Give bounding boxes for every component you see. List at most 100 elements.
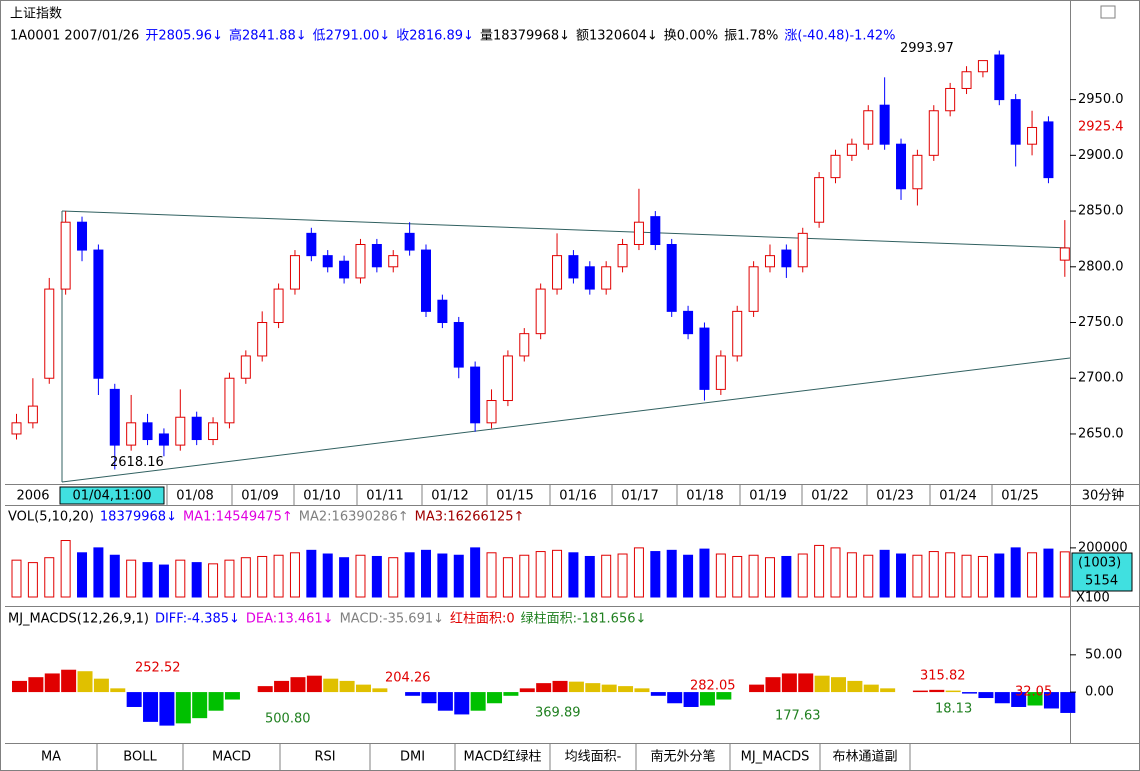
tab[interactable]: MJ_MACDS	[741, 750, 810, 765]
macd-bar	[634, 688, 650, 693]
tab[interactable]: MA	[41, 750, 61, 765]
x-tick-label: 01/15	[496, 489, 533, 504]
x-tick-label: 01/12	[431, 489, 468, 504]
vol-box	[1071, 552, 1133, 592]
candle-body	[797, 232, 808, 268]
macd-bar	[372, 688, 388, 693]
info-item: 涨(-40.48)-1.42%	[784, 29, 895, 44]
candle-body	[322, 255, 333, 268]
volume-bar	[928, 551, 939, 598]
macd-bar	[159, 692, 175, 726]
x-tick-label: 01/10	[303, 489, 340, 504]
volume-bar	[650, 551, 661, 598]
candle-body	[748, 266, 759, 312]
volume-bar	[11, 559, 22, 598]
volume-bar	[93, 547, 104, 598]
volume-side-label: 5154	[1085, 574, 1118, 589]
candle-body	[666, 243, 677, 312]
macd-bar	[28, 677, 44, 693]
volume-bar	[633, 547, 644, 598]
macd-bar	[44, 673, 60, 693]
macd-bar	[667, 692, 683, 704]
volume-bar	[453, 554, 464, 598]
macd-bar	[650, 692, 666, 696]
macd-bar	[175, 692, 191, 724]
macd-bar	[421, 692, 437, 704]
candle-body	[912, 154, 923, 190]
tab[interactable]: MACD	[212, 750, 251, 765]
macd-bar	[568, 681, 584, 693]
candle-body	[240, 355, 251, 379]
volume-bar	[470, 547, 481, 598]
macd-bar	[929, 689, 945, 693]
tab[interactable]: MACD红绿柱	[464, 749, 542, 765]
volume-bar	[404, 552, 415, 598]
candle-body	[879, 104, 890, 145]
volume-bar	[764, 557, 775, 598]
candle-body	[109, 388, 120, 446]
volume-bar	[552, 549, 563, 598]
candle-body	[453, 322, 464, 368]
volume-bar	[1010, 547, 1021, 598]
volume-bar	[208, 563, 219, 598]
candle-body	[535, 288, 546, 335]
candle-body	[732, 310, 743, 357]
macd-bar	[1011, 692, 1027, 707]
macd-bar	[519, 688, 535, 693]
info-item: 18379968↓	[100, 510, 177, 525]
x-tick-label: 01/24	[939, 489, 976, 504]
macd-bar	[699, 692, 715, 706]
tab[interactable]: 南无外分笔	[650, 749, 715, 765]
volume-bar	[797, 553, 808, 598]
tab[interactable]: RSI	[314, 750, 335, 765]
trend-line	[61, 357, 1071, 483]
macd-bar	[208, 692, 224, 711]
info-item: 高2841.88↓	[229, 28, 307, 44]
tab[interactable]: 均线面积-	[565, 750, 622, 765]
candle-body	[421, 249, 431, 312]
tab[interactable]: 布林通道副	[832, 750, 897, 765]
period-label: 30分钟	[1082, 488, 1125, 504]
candle-body	[224, 377, 235, 424]
macd-bar	[618, 686, 634, 693]
tab[interactable]: BOLL	[123, 750, 157, 765]
candle-body	[584, 266, 595, 290]
volume-bar	[830, 547, 841, 598]
macd-bar	[470, 692, 486, 711]
trend-line	[61, 210, 1071, 249]
candle-body	[289, 255, 300, 290]
candle-body	[273, 288, 284, 324]
candle-body	[994, 54, 1005, 101]
candle-body	[11, 422, 22, 435]
candle-body	[617, 243, 628, 268]
x-tick-label: 01/04,11:00	[72, 489, 151, 504]
y-tick-label: 2900.0	[1078, 148, 1124, 163]
volume-bar	[617, 553, 628, 598]
volume-bar	[912, 554, 923, 598]
x-tick-label: 01/18	[686, 489, 723, 504]
info-item: 红柱面积:0	[450, 611, 515, 627]
volume-bar	[732, 555, 743, 598]
macd-bar	[224, 692, 240, 700]
window-icon[interactable]	[1100, 5, 1116, 19]
volume-bar	[421, 549, 431, 598]
candle-body	[355, 243, 366, 279]
macd-bar	[110, 688, 126, 693]
macd-bar	[61, 669, 77, 693]
volume-bar	[27, 562, 38, 598]
macd-bar	[798, 673, 814, 693]
volume-bar	[322, 553, 333, 598]
volume-bar	[994, 553, 1005, 598]
volume-bar	[257, 555, 268, 598]
candle-body	[814, 177, 825, 223]
volume-bar	[437, 553, 448, 598]
volume-side-label: (1003)	[1078, 556, 1121, 571]
y-tick-label: 200000	[1078, 540, 1128, 555]
macd-bar	[290, 677, 306, 693]
macd-bar	[323, 678, 339, 693]
x-tick-label: 01/22	[811, 489, 848, 504]
candle-body	[502, 355, 513, 402]
tab[interactable]: DMI	[400, 750, 425, 765]
x-tick-label: 01/19	[749, 489, 786, 504]
